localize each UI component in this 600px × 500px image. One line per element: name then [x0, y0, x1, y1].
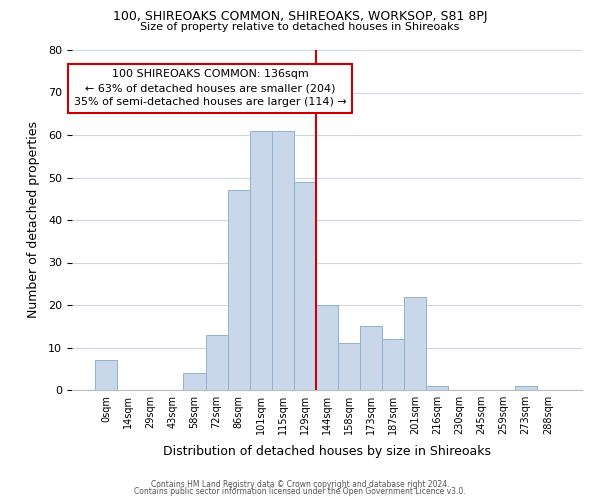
- Text: Contains public sector information licensed under the Open Government Licence v3: Contains public sector information licen…: [134, 487, 466, 496]
- Bar: [404, 296, 427, 390]
- Bar: [184, 373, 206, 390]
- Bar: [250, 130, 272, 390]
- Text: 100 SHIREOAKS COMMON: 136sqm
← 63% of detached houses are smaller (204)
35% of s: 100 SHIREOAKS COMMON: 136sqm ← 63% of de…: [74, 69, 346, 107]
- Bar: [338, 343, 360, 390]
- Bar: [515, 386, 537, 390]
- Y-axis label: Number of detached properties: Number of detached properties: [27, 122, 40, 318]
- Bar: [294, 182, 316, 390]
- X-axis label: Distribution of detached houses by size in Shireoaks: Distribution of detached houses by size …: [163, 446, 491, 458]
- Bar: [427, 386, 448, 390]
- Bar: [316, 305, 338, 390]
- Text: Size of property relative to detached houses in Shireoaks: Size of property relative to detached ho…: [140, 22, 460, 32]
- Bar: [95, 360, 117, 390]
- Text: 100, SHIREOAKS COMMON, SHIREOAKS, WORKSOP, S81 8PJ: 100, SHIREOAKS COMMON, SHIREOAKS, WORKSO…: [113, 10, 487, 23]
- Bar: [227, 190, 250, 390]
- Bar: [206, 335, 227, 390]
- Bar: [360, 326, 382, 390]
- Text: Contains HM Land Registry data © Crown copyright and database right 2024.: Contains HM Land Registry data © Crown c…: [151, 480, 449, 489]
- Bar: [382, 339, 404, 390]
- Bar: [272, 130, 294, 390]
